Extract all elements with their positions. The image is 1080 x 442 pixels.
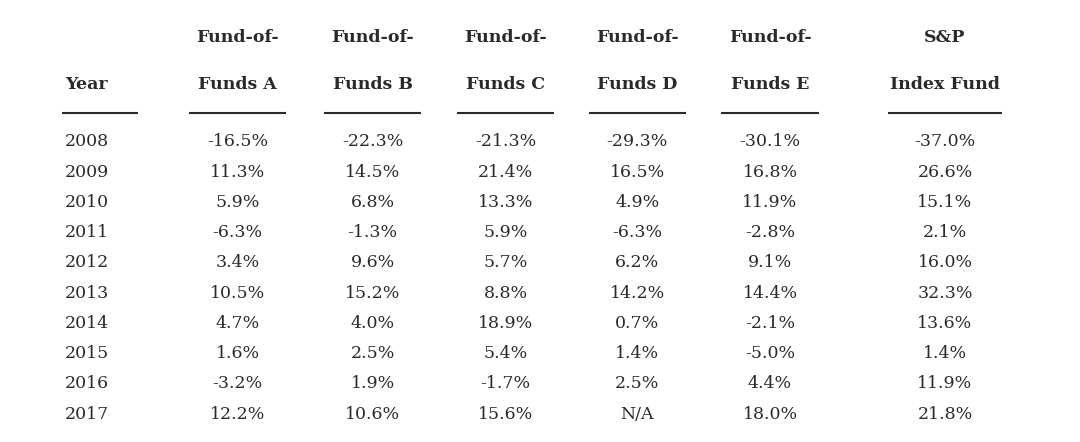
Text: Year: Year: [65, 76, 107, 93]
Text: N/A: N/A: [620, 406, 654, 423]
Text: 1.4%: 1.4%: [923, 345, 967, 362]
Text: 12.2%: 12.2%: [210, 406, 266, 423]
Text: -2.8%: -2.8%: [745, 224, 795, 241]
Text: 5.9%: 5.9%: [215, 194, 260, 211]
Text: 11.3%: 11.3%: [210, 164, 266, 180]
Text: 26.6%: 26.6%: [917, 164, 973, 180]
Text: 13.6%: 13.6%: [917, 315, 973, 332]
Text: 2.5%: 2.5%: [350, 345, 395, 362]
Text: 14.4%: 14.4%: [742, 285, 798, 301]
Text: -3.2%: -3.2%: [213, 376, 262, 392]
Text: 1.4%: 1.4%: [616, 345, 659, 362]
Text: 2017: 2017: [65, 406, 109, 423]
Text: 4.0%: 4.0%: [351, 315, 394, 332]
Text: 6.8%: 6.8%: [351, 194, 394, 211]
Text: 5.9%: 5.9%: [483, 224, 528, 241]
Text: 3.4%: 3.4%: [216, 255, 259, 271]
Text: 8.8%: 8.8%: [484, 285, 527, 301]
Text: Funds C: Funds C: [465, 76, 545, 93]
Text: 2013: 2013: [65, 285, 109, 301]
Text: S&P: S&P: [924, 30, 966, 46]
Text: 4.7%: 4.7%: [216, 315, 259, 332]
Text: Fund-of-: Fund-of-: [464, 30, 546, 46]
Text: 2.5%: 2.5%: [615, 376, 660, 392]
Text: 0.7%: 0.7%: [616, 315, 659, 332]
Text: -21.3%: -21.3%: [475, 133, 536, 150]
Text: 32.3%: 32.3%: [917, 285, 973, 301]
Text: 4.4%: 4.4%: [748, 376, 792, 392]
Text: -6.3%: -6.3%: [213, 224, 262, 241]
Text: 16.0%: 16.0%: [917, 255, 973, 271]
Text: 5.7%: 5.7%: [483, 255, 528, 271]
Text: 16.5%: 16.5%: [609, 164, 665, 180]
Text: 2014: 2014: [65, 315, 109, 332]
Text: 6.2%: 6.2%: [616, 255, 659, 271]
Text: -1.7%: -1.7%: [481, 376, 530, 392]
Text: -30.1%: -30.1%: [740, 133, 800, 150]
Text: Funds E: Funds E: [731, 76, 809, 93]
Text: 14.2%: 14.2%: [609, 285, 665, 301]
Text: Funds D: Funds D: [597, 76, 677, 93]
Text: 15.6%: 15.6%: [477, 406, 534, 423]
Text: Fund-of-: Fund-of-: [197, 30, 279, 46]
Text: 18.9%: 18.9%: [477, 315, 534, 332]
Text: 11.9%: 11.9%: [742, 194, 798, 211]
Text: 15.1%: 15.1%: [917, 194, 973, 211]
Text: 2.1%: 2.1%: [923, 224, 967, 241]
Text: -6.3%: -6.3%: [612, 224, 662, 241]
Text: -16.5%: -16.5%: [207, 133, 268, 150]
Text: 9.1%: 9.1%: [748, 255, 792, 271]
Text: 16.8%: 16.8%: [742, 164, 798, 180]
Text: 13.3%: 13.3%: [477, 194, 534, 211]
Text: 11.9%: 11.9%: [917, 376, 973, 392]
Text: -1.3%: -1.3%: [348, 224, 397, 241]
Text: -2.1%: -2.1%: [745, 315, 795, 332]
Text: 2008: 2008: [65, 133, 109, 150]
Text: 1.9%: 1.9%: [351, 376, 394, 392]
Text: 15.2%: 15.2%: [345, 285, 401, 301]
Text: Index Fund: Index Fund: [890, 76, 1000, 93]
Text: 10.6%: 10.6%: [345, 406, 401, 423]
Text: 9.6%: 9.6%: [351, 255, 394, 271]
Text: 2016: 2016: [65, 376, 109, 392]
Text: 2012: 2012: [65, 255, 109, 271]
Text: 1.6%: 1.6%: [216, 345, 259, 362]
Text: -37.0%: -37.0%: [915, 133, 975, 150]
Text: 5.4%: 5.4%: [484, 345, 527, 362]
Text: Fund-of-: Fund-of-: [596, 30, 678, 46]
Text: 10.5%: 10.5%: [210, 285, 266, 301]
Text: 21.4%: 21.4%: [477, 164, 534, 180]
Text: Fund-of-: Fund-of-: [729, 30, 811, 46]
Text: -22.3%: -22.3%: [342, 133, 403, 150]
Text: 2009: 2009: [65, 164, 109, 180]
Text: 2011: 2011: [65, 224, 109, 241]
Text: Funds A: Funds A: [199, 76, 276, 93]
Text: 21.8%: 21.8%: [917, 406, 973, 423]
Text: Fund-of-: Fund-of-: [332, 30, 414, 46]
Text: -5.0%: -5.0%: [745, 345, 795, 362]
Text: 14.5%: 14.5%: [345, 164, 401, 180]
Text: 2015: 2015: [65, 345, 109, 362]
Text: 4.9%: 4.9%: [616, 194, 659, 211]
Text: Funds B: Funds B: [333, 76, 413, 93]
Text: 2010: 2010: [65, 194, 109, 211]
Text: -29.3%: -29.3%: [607, 133, 667, 150]
Text: 18.0%: 18.0%: [742, 406, 798, 423]
